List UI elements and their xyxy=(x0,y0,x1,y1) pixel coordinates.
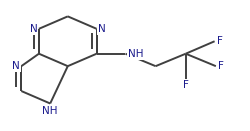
Text: F: F xyxy=(217,61,223,71)
Text: N: N xyxy=(30,24,38,34)
Text: F: F xyxy=(182,80,188,90)
Text: NH: NH xyxy=(42,106,58,116)
Text: F: F xyxy=(216,36,222,46)
Text: NH: NH xyxy=(127,49,142,59)
Text: N: N xyxy=(12,61,20,71)
Text: N: N xyxy=(98,24,105,34)
